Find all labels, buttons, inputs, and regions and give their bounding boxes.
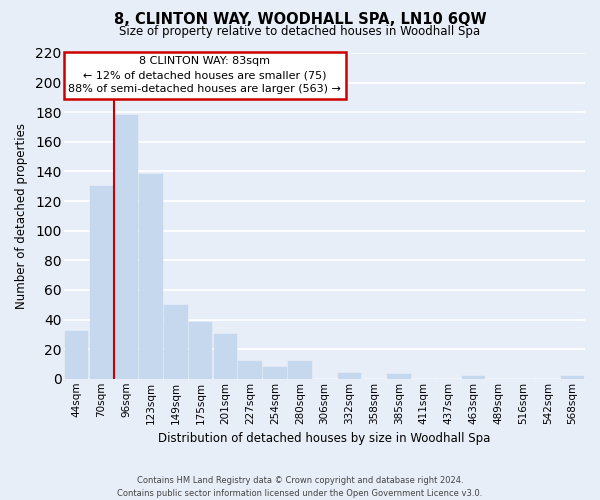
Bar — [238, 361, 262, 379]
Text: Size of property relative to detached houses in Woodhall Spa: Size of property relative to detached ho… — [119, 25, 481, 38]
Bar — [263, 367, 287, 379]
Bar — [164, 304, 188, 379]
Bar — [288, 361, 311, 379]
Bar — [214, 334, 237, 379]
Bar — [338, 373, 361, 379]
Bar — [561, 376, 584, 379]
Bar — [115, 115, 138, 379]
Text: 8, CLINTON WAY, WOODHALL SPA, LN10 6QW: 8, CLINTON WAY, WOODHALL SPA, LN10 6QW — [113, 12, 487, 28]
Text: Contains HM Land Registry data © Crown copyright and database right 2024.
Contai: Contains HM Land Registry data © Crown c… — [118, 476, 482, 498]
Y-axis label: Number of detached properties: Number of detached properties — [15, 123, 28, 309]
Text: 8 CLINTON WAY: 83sqm
← 12% of detached houses are smaller (75)
88% of semi-detac: 8 CLINTON WAY: 83sqm ← 12% of detached h… — [68, 56, 341, 94]
Bar — [89, 186, 113, 379]
Bar — [189, 322, 212, 379]
Bar — [65, 332, 88, 379]
X-axis label: Distribution of detached houses by size in Woodhall Spa: Distribution of detached houses by size … — [158, 432, 491, 445]
Bar — [139, 174, 163, 379]
Bar — [387, 374, 411, 379]
Bar — [461, 376, 485, 379]
